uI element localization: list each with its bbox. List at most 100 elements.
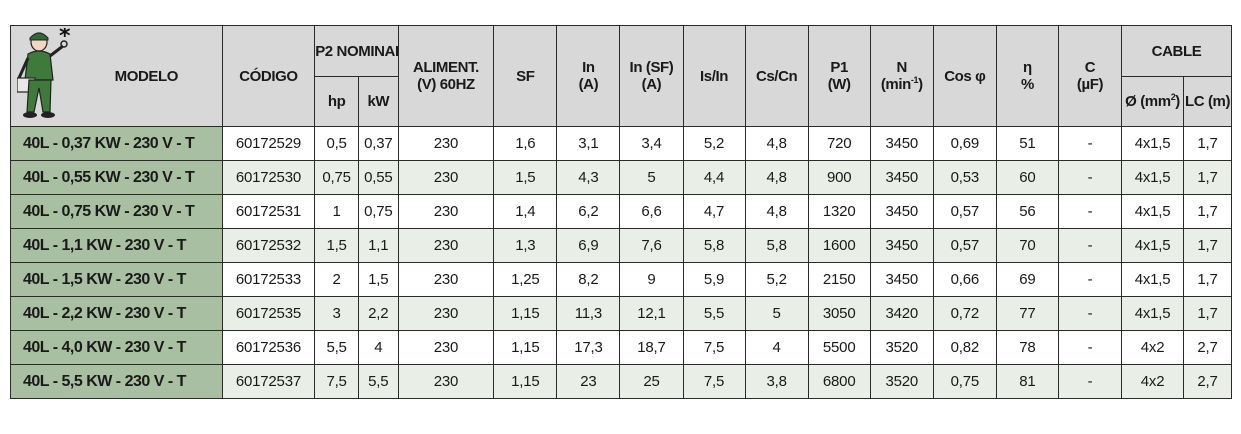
header-diam-close: ) — [1175, 93, 1180, 110]
cell-p1: 900 — [807, 160, 871, 195]
header-capacitor: C (µF) — [1057, 25, 1123, 127]
header-cable-length: LC (m) — [1183, 76, 1232, 127]
cell-kw: 2,2 — [357, 296, 399, 331]
cell-capacitor: - — [1057, 364, 1123, 399]
cell-eta: 56 — [995, 194, 1059, 229]
cell-eta: 51 — [995, 126, 1059, 161]
cell-eta: 77 — [995, 296, 1059, 331]
cell-sf: 1,15 — [493, 364, 558, 399]
table-body: 40L - 0,37 KW - 230 V - T 60172529 0,5 0,37… — [10, 126, 1232, 399]
cell-cs-cn: 5 — [744, 296, 809, 331]
cell-in: 3,1 — [556, 126, 621, 161]
table-row: 40L - 2,2 KW - 230 V - T 60172535 3 2,2 230 1… — [10, 296, 1232, 331]
cell-hp: 0,75 — [314, 160, 359, 195]
header-kw: kW — [357, 76, 399, 127]
cell-sf: 1,5 — [493, 160, 558, 195]
cell-is-in: 5,9 — [682, 262, 746, 297]
table-row: 40L - 0,55 KW - 230 V - T 60172530 0,75 0,5… — [10, 160, 1232, 195]
cell-n: 3450 — [869, 126, 934, 161]
header-n-close: ) — [918, 76, 923, 93]
header-hp: hp — [314, 76, 359, 127]
header-diam-sup: 2 — [1170, 92, 1176, 102]
cell-cable-diameter: 4x1,5 — [1121, 194, 1185, 229]
cell-cable-diameter: 4x1,5 — [1121, 296, 1185, 331]
header-modelo: * MODELO — [10, 25, 223, 127]
header-n-line1: N — [896, 59, 908, 76]
cell-modelo: 40L - 5,5 KW - 230 V - T — [10, 364, 223, 399]
header-aliment-line2: (V) 60HZ — [417, 76, 475, 93]
cell-cos-phi: 0,53 — [932, 160, 997, 195]
cell-aliment: 230 — [397, 364, 495, 399]
header-in-line2: (A) — [578, 76, 599, 93]
cell-in: 6,9 — [556, 228, 621, 263]
cell-cable-length: 2,7 — [1183, 330, 1232, 365]
cell-in-sf: 5 — [619, 160, 684, 195]
cell-aliment: 230 — [397, 228, 495, 263]
cell-cable-length: 1,7 — [1183, 126, 1232, 161]
cell-modelo: 40L - 0,75 KW - 230 V - T — [10, 194, 223, 229]
header-eta-line2: % — [1020, 76, 1034, 93]
cell-hp: 0,5 — [314, 126, 359, 161]
cell-cable-length: 1,7 — [1183, 296, 1232, 331]
cell-capacitor: - — [1057, 296, 1123, 331]
cell-codigo: 60172531 — [221, 194, 316, 229]
header-n: N (min-1) — [869, 25, 934, 127]
cell-cs-cn: 3,8 — [744, 364, 809, 399]
cell-eta: 81 — [995, 364, 1059, 399]
table-row: 40L - 1,5 KW - 230 V - T 60172533 2 1,5 230 1… — [10, 262, 1232, 297]
cell-eta: 70 — [995, 228, 1059, 263]
cell-p1: 6800 — [807, 364, 871, 399]
cell-cs-cn: 4,8 — [744, 126, 809, 161]
cell-cable-length: 1,7 — [1183, 228, 1232, 263]
cell-kw: 1,1 — [357, 228, 399, 263]
cell-p1: 1600 — [807, 228, 871, 263]
cell-in: 8,2 — [556, 262, 621, 297]
header-c-line2: (µF) — [1076, 76, 1104, 93]
table-header: * MODELO CÓDIGO P2 NOMINAL ALIMENT. — [10, 25, 1232, 127]
header-p1: P1 (W) — [807, 25, 871, 127]
spec-table-container: * MODELO CÓDIGO P2 NOMINAL ALIMENT. — [10, 25, 1232, 399]
cell-hp: 7,5 — [314, 364, 359, 399]
cell-modelo: 40L - 1,5 KW - 230 V - T — [10, 262, 223, 297]
cell-modelo: 40L - 1,1 KW - 230 V - T — [10, 228, 223, 263]
cell-cable-diameter: 4x2 — [1121, 330, 1185, 365]
cell-p1: 5500 — [807, 330, 871, 365]
cell-in-sf: 3,4 — [619, 126, 684, 161]
header-in-sf: In (SF) (A) — [619, 25, 684, 127]
cell-in: 23 — [556, 364, 621, 399]
header-insf-line2: (A) — [641, 76, 662, 93]
header-sf: SF — [493, 25, 558, 127]
cell-modelo: 40L - 0,37 KW - 230 V - T — [10, 126, 223, 161]
cell-hp: 2 — [314, 262, 359, 297]
header-in-line1: In — [582, 59, 595, 76]
cell-codigo: 60172536 — [221, 330, 316, 365]
header-aliment-line1: ALIMENT. — [412, 59, 479, 76]
cell-cos-phi: 0,72 — [932, 296, 997, 331]
cell-codigo: 60172530 — [221, 160, 316, 195]
cell-is-in: 4,4 — [682, 160, 746, 195]
cell-sf: 1,15 — [493, 296, 558, 331]
cell-codigo: 60172535 — [221, 296, 316, 331]
cell-cs-cn: 5,2 — [744, 262, 809, 297]
cell-sf: 1,4 — [493, 194, 558, 229]
cell-cos-phi: 0,69 — [932, 126, 997, 161]
header-eta-line1: η — [1023, 59, 1032, 76]
cell-in: 4,3 — [556, 160, 621, 195]
cell-sf: 1,6 — [493, 126, 558, 161]
cell-kw: 5,5 — [357, 364, 399, 399]
header-eta: η % — [995, 25, 1059, 127]
cell-hp: 1 — [314, 194, 359, 229]
svg-text:*: * — [59, 28, 71, 49]
cell-cs-cn: 4,8 — [744, 194, 809, 229]
cell-p1: 3050 — [807, 296, 871, 331]
cell-capacitor: - — [1057, 228, 1123, 263]
cell-cable-diameter: 4x1,5 — [1121, 126, 1185, 161]
cell-aliment: 230 — [397, 126, 495, 161]
cell-cable-length: 1,7 — [1183, 160, 1232, 195]
header-insf-line1: In (SF) — [629, 59, 674, 76]
cell-sf: 1,25 — [493, 262, 558, 297]
cell-cable-diameter: 4x1,5 — [1121, 228, 1185, 263]
cell-is-in: 4,7 — [682, 194, 746, 229]
cell-cable-diameter: 4x1,5 — [1121, 160, 1185, 195]
cell-eta: 69 — [995, 262, 1059, 297]
